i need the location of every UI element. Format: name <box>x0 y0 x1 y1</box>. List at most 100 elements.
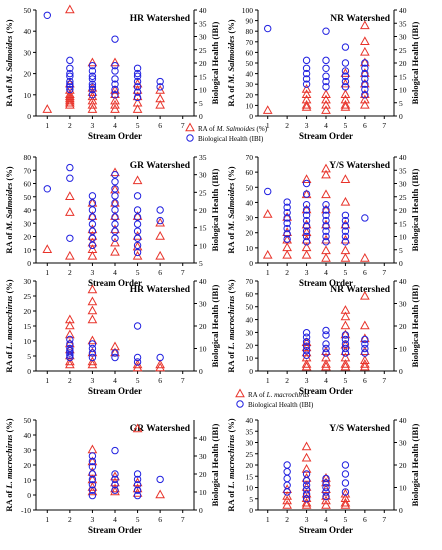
data-point-circle <box>133 227 142 235</box>
data-point-triangle <box>360 333 370 343</box>
left-y-axis-label: RA of L. macrochirus (%) <box>226 279 236 372</box>
data-point-circle <box>133 192 142 200</box>
x-tick-label: 6 <box>363 376 367 385</box>
data-point-circle <box>341 222 350 230</box>
left-y-label-part: RA of <box>226 350 236 373</box>
x-tick-label: 4 <box>113 121 117 130</box>
right-tick-label: 20 <box>399 59 407 68</box>
data-point-circle <box>133 322 142 330</box>
series-1 <box>262 20 370 114</box>
x-tick-label: 1 <box>45 121 49 130</box>
data-point-circle <box>133 358 142 366</box>
data-point-circle <box>133 88 142 96</box>
data-point-circle <box>322 344 330 353</box>
right-y-axis-label: Biological Health (IBI) <box>410 22 420 105</box>
x-tick-label: 6 <box>363 515 367 524</box>
left-y-label-part: RA of <box>226 489 236 512</box>
data-point-triangle <box>340 196 351 206</box>
data-point-circle <box>341 349 350 357</box>
data-point-circle <box>66 72 74 80</box>
left-y-label-part: (%) <box>4 166 14 182</box>
data-point-circle <box>322 232 330 241</box>
x-tick-label: 2 <box>68 268 72 277</box>
right-tick-label: 5 <box>199 259 203 268</box>
data-point-triangle <box>65 250 75 260</box>
data-point-triangle <box>65 359 75 369</box>
data-point-circle <box>88 470 97 478</box>
data-point-triangle <box>132 97 143 107</box>
data-point-circle <box>66 349 74 357</box>
right-tick-label: 20 <box>399 322 407 331</box>
right-tick-label: 5 <box>399 99 403 108</box>
data-point-circle <box>111 349 119 357</box>
right-tick-label: 10 <box>199 86 207 95</box>
data-point-triangle <box>65 89 75 99</box>
data-point-triangle <box>132 362 143 372</box>
left-y-label-part: (%) <box>226 418 236 434</box>
data-point-circle <box>322 216 330 225</box>
data-point-circle <box>88 75 97 83</box>
x-tick-label: 5 <box>136 376 140 385</box>
left-tick-label: 70 <box>246 153 254 162</box>
data-point-circle <box>264 187 272 196</box>
left-tick-label: 50 <box>246 59 254 68</box>
data-point-triangle <box>87 335 98 345</box>
series-1 <box>65 284 165 372</box>
data-point-triangle <box>110 211 120 220</box>
left-tick-label: 20 <box>246 461 254 470</box>
data-point-circle <box>341 344 350 353</box>
left-tick-label: 20 <box>24 307 32 316</box>
data-point-circle <box>302 329 311 337</box>
x-tick-label: 6 <box>158 121 162 130</box>
left-tick-label: 30 <box>24 446 32 455</box>
right-tick-label: 10 <box>399 86 407 95</box>
left-y-label-part: RA of <box>226 83 236 106</box>
data-point-circle <box>111 170 119 179</box>
x-tick-label: 5 <box>344 376 348 385</box>
data-point-circle <box>341 67 350 75</box>
right-tick-label: 25 <box>399 46 407 55</box>
left-tick-label: 80 <box>246 27 254 36</box>
data-point-triangle <box>110 85 120 94</box>
data-point-triangle <box>321 361 331 371</box>
right-tick-label: 40 <box>199 6 207 15</box>
left-tick-label: 0 <box>249 112 253 121</box>
x-tick-label: 1 <box>266 376 270 385</box>
data-point-circle <box>322 83 330 91</box>
left-tick-label: 40 <box>246 70 254 79</box>
data-point-circle <box>341 331 350 339</box>
data-point-triangle <box>340 89 351 99</box>
data-point-circle <box>302 80 311 88</box>
right-tick-label: 0 <box>199 112 203 121</box>
x-tick-label: 4 <box>113 376 117 385</box>
left-tick-label: 70 <box>246 38 254 47</box>
data-point-triangle <box>87 305 98 315</box>
series-2 <box>66 322 164 366</box>
data-point-circle <box>88 340 97 348</box>
left-tick-label: 30 <box>246 80 254 89</box>
data-point-circle <box>322 222 330 230</box>
left-tick-label: 40 <box>24 27 32 36</box>
data-point-circle <box>322 326 330 335</box>
left-tick-label: 20 <box>246 341 254 350</box>
left-tick-label: 10 <box>246 101 254 110</box>
x-tick-label: 2 <box>68 515 72 524</box>
right-tick-label: 15 <box>399 72 407 81</box>
legend-label-part: RA of <box>248 391 267 399</box>
data-point-circle <box>66 234 74 242</box>
left-y-label-part: (%) <box>4 418 14 434</box>
data-point-circle <box>302 342 311 350</box>
left-tick-label: 60 <box>24 180 32 189</box>
data-point-circle <box>111 213 119 221</box>
data-point-triangle <box>282 500 292 509</box>
panel-title: GR Watershed <box>130 424 191 434</box>
left-tick-label: 20 <box>24 233 32 242</box>
left-y-axis-label: RA of M. Salmoides (%) <box>226 19 236 106</box>
data-point-circle <box>66 351 74 359</box>
data-point-triangle <box>340 252 351 262</box>
data-point-circle <box>133 248 142 257</box>
data-point-triangle <box>301 342 312 352</box>
data-point-triangle <box>87 314 98 324</box>
data-point-triangle <box>340 174 351 183</box>
data-point-triangle <box>87 444 98 454</box>
